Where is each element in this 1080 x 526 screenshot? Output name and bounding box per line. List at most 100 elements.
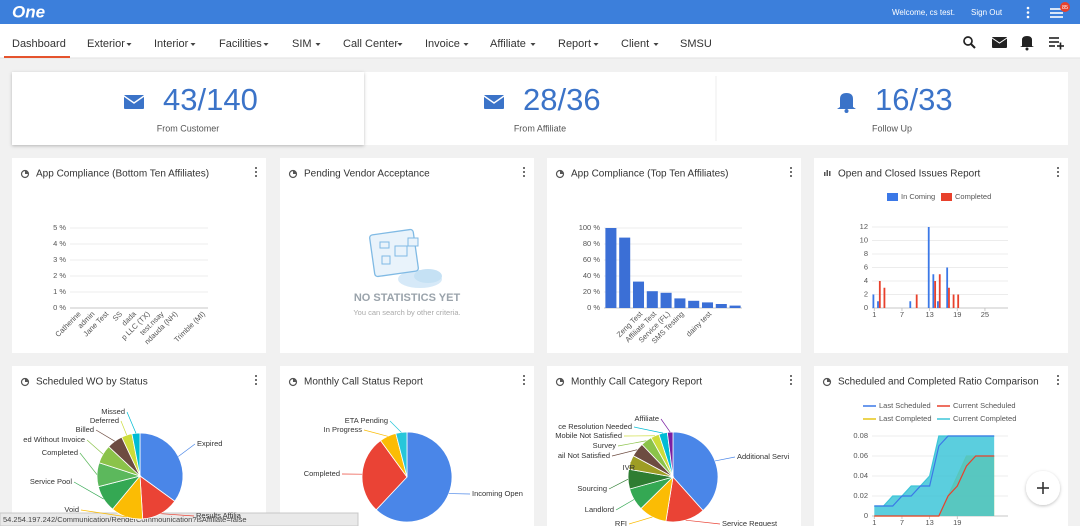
- bar: [872, 294, 875, 308]
- widget-menu[interactable]: [1057, 375, 1059, 385]
- sign-out-link[interactable]: Sign Out: [971, 8, 1003, 17]
- search-icon[interactable]: [963, 36, 976, 49]
- nav-item[interactable]: Client: [621, 38, 649, 50]
- y-tick-label: 1 %: [53, 287, 66, 296]
- leader-line: [160, 513, 195, 517]
- legend-label: Last Completed: [879, 414, 932, 423]
- pie-label: ETA Pending: [345, 416, 388, 425]
- nav-item[interactable]: SMSU: [680, 38, 712, 50]
- widget-menu[interactable]: [790, 167, 792, 177]
- pie-label: Survey: [593, 441, 617, 450]
- widget-menu[interactable]: [1057, 167, 1059, 177]
- y-tick-label: 5 %: [53, 223, 66, 232]
- playlist-add-icon[interactable]: [1049, 37, 1064, 50]
- stat-card: [364, 72, 716, 145]
- pie-label: ce Resolution Needed: [558, 422, 632, 431]
- y-tick-label: 6: [864, 262, 868, 271]
- nav-item[interactable]: SIM: [292, 38, 312, 50]
- leader-line: [685, 519, 721, 525]
- menu-dot: [523, 175, 525, 177]
- nav-item[interactable]: Dashboard: [12, 38, 66, 50]
- pie-label: Billed: [76, 425, 94, 434]
- widget-title: Open and Closed Issues Report: [838, 169, 981, 180]
- badge: [1060, 2, 1070, 12]
- title-icon: [826, 170, 828, 176]
- nav-item[interactable]: Report: [558, 38, 591, 50]
- pie-label: Completed: [304, 469, 340, 478]
- leader-line: [389, 420, 402, 433]
- nav-item[interactable]: Invoice: [425, 38, 460, 50]
- widget-card: [12, 158, 266, 353]
- menu-dot: [1057, 171, 1059, 173]
- pie-label: Additional Servi: [737, 452, 789, 461]
- y-tick-label: 100 %: [579, 223, 601, 232]
- leader-line: [79, 452, 98, 475]
- widget-title: Scheduled WO by Status: [36, 377, 148, 388]
- pie-label: RFI: [615, 519, 627, 526]
- widget-menu[interactable]: [790, 375, 792, 385]
- widget-menu[interactable]: [255, 167, 257, 177]
- bar: [715, 304, 727, 308]
- nav-item[interactable]: Affiliate: [490, 38, 526, 50]
- y-tick-label: 20 %: [583, 287, 600, 296]
- nav-item[interactable]: Facilities: [219, 38, 262, 50]
- menu-dot: [255, 171, 257, 173]
- y-tick-label: 0.08: [853, 431, 868, 440]
- menu-dot: [523, 171, 525, 173]
- pie-label: Completed: [42, 448, 78, 457]
- pie-label: Missed: [101, 407, 125, 416]
- dropdown-caret: [315, 43, 321, 46]
- leader-line: [178, 443, 196, 457]
- pie-label: Deferred: [90, 416, 119, 425]
- leader-line: [660, 418, 671, 433]
- y-tick-label: 8: [864, 249, 868, 258]
- bar: [937, 301, 939, 308]
- widget-menu[interactable]: [523, 375, 525, 385]
- bar: [605, 228, 617, 308]
- title-icon: [827, 378, 831, 382]
- series-line: [874, 435, 995, 507]
- leader-line: [86, 439, 104, 455]
- nav-item[interactable]: Call Center: [343, 38, 398, 50]
- logo: One: [12, 2, 45, 21]
- add-button[interactable]: [1026, 471, 1060, 505]
- widget-title: Scheduled and Completed Ratio Comparison: [838, 377, 1039, 388]
- empty-illustration: [369, 228, 442, 288]
- pie-slice: [395, 431, 408, 478]
- menu-dot: [1057, 379, 1059, 381]
- more-icon[interactable]: [1026, 6, 1030, 19]
- pie-label: Expired: [197, 439, 222, 448]
- mail-icon[interactable]: [991, 37, 1008, 48]
- leader-line: [630, 462, 638, 469]
- badge-count: 85: [1062, 5, 1068, 11]
- widget-menu[interactable]: [255, 375, 257, 385]
- bell-icon[interactable]: [1020, 36, 1034, 51]
- y-tick-label: 0.04: [853, 471, 868, 480]
- x-tick-label: 13: [925, 310, 933, 319]
- nav-item[interactable]: Interior: [154, 38, 189, 50]
- pie-slice: [375, 431, 453, 523]
- bar: [688, 300, 700, 308]
- bar: [957, 294, 960, 308]
- y-tick-label: 0 %: [53, 303, 66, 312]
- stat-label: Follow Up: [872, 123, 912, 133]
- stat-card: [716, 72, 1068, 145]
- y-tick-label: 80 %: [583, 239, 600, 248]
- widget-menu[interactable]: [523, 167, 525, 177]
- bar: [952, 294, 955, 308]
- menu-dot: [523, 383, 525, 385]
- y-tick-label: 12: [860, 222, 868, 231]
- leader-line: [363, 429, 388, 437]
- y-tick-label: 3 %: [53, 255, 66, 264]
- leader-line: [120, 420, 128, 436]
- bar: [878, 281, 881, 308]
- y-tick-label: 0: [864, 303, 868, 312]
- menu-dot: [790, 175, 792, 177]
- legend-label: Current Completed: [953, 414, 1016, 423]
- nav-item[interactable]: Exterior: [87, 38, 125, 50]
- title-icon: [560, 378, 564, 382]
- widget-card: [547, 158, 801, 353]
- bar: [729, 305, 741, 308]
- pie-label: Sourcing: [577, 484, 607, 493]
- menu-dot: [790, 167, 792, 169]
